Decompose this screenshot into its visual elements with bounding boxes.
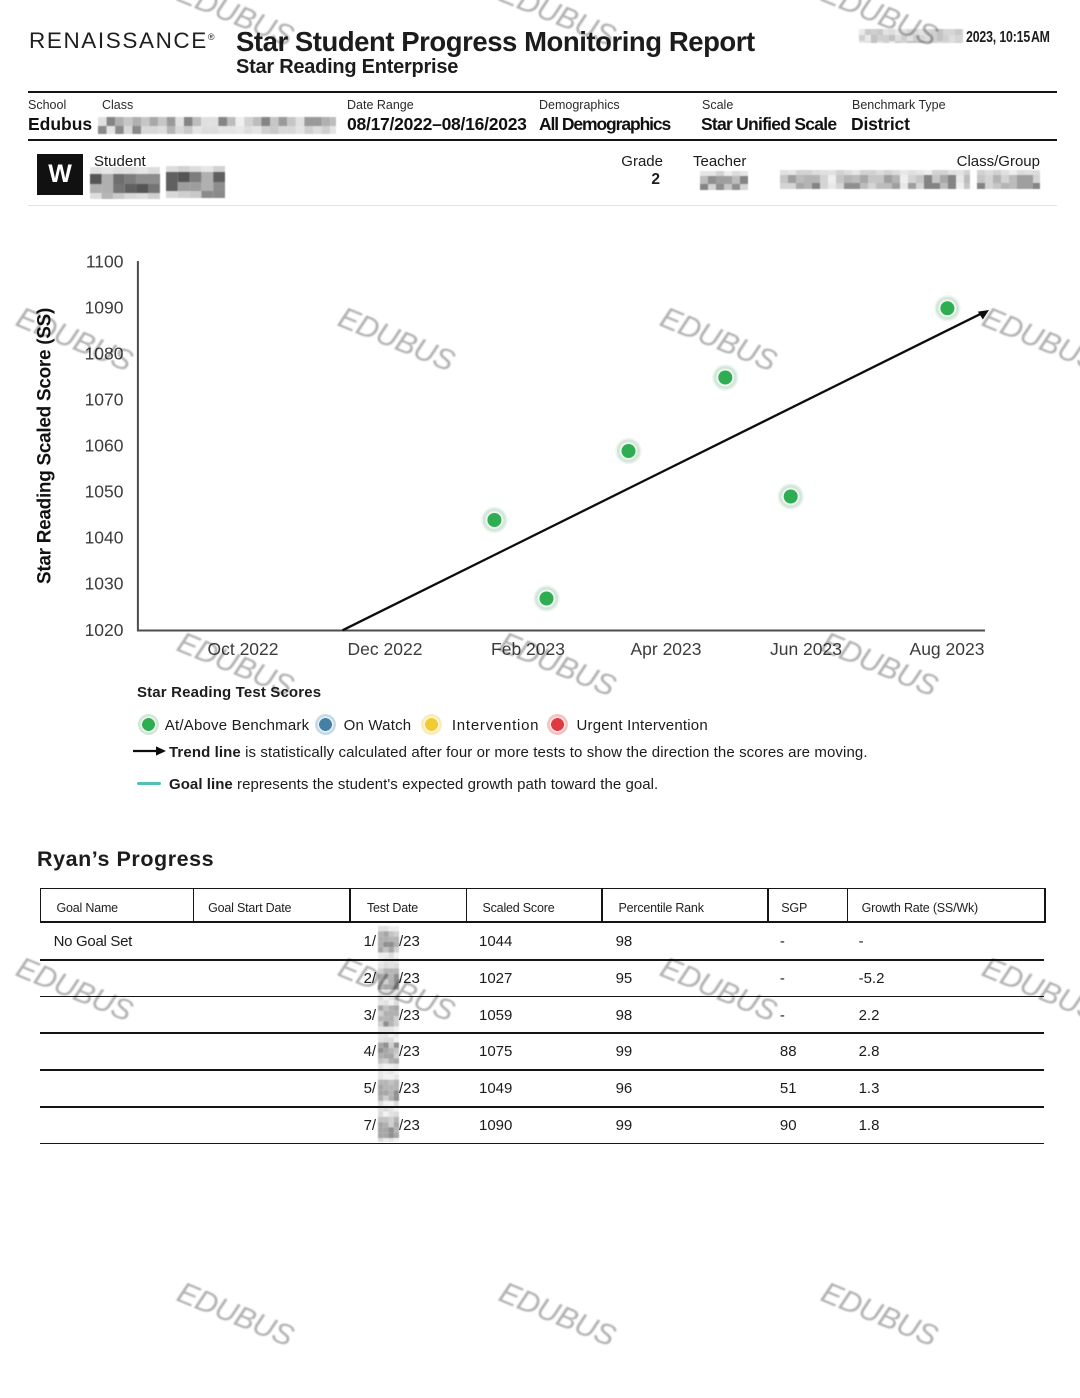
svg-text:1030: 1030: [85, 574, 124, 594]
svg-text:1040: 1040: [85, 528, 124, 548]
svg-text:Star Reading Scaled Score (SS): Star Reading Scaled Score (SS): [35, 308, 56, 584]
svg-text:1070: 1070: [85, 390, 124, 410]
svg-text:1050: 1050: [85, 482, 124, 502]
svg-text:Feb 2023: Feb 2023: [491, 639, 565, 659]
svg-text:1090: 1090: [85, 297, 124, 317]
svg-text:Jun 2023: Jun 2023: [770, 639, 842, 659]
svg-text:Apr 2023: Apr 2023: [630, 639, 701, 659]
svg-text:Oct 2022: Oct 2022: [207, 639, 278, 659]
svg-text:Dec 2022: Dec 2022: [348, 639, 423, 659]
svg-text:Aug 2023: Aug 2023: [910, 639, 985, 659]
svg-text:1020: 1020: [85, 620, 124, 640]
svg-text:1060: 1060: [85, 436, 124, 456]
svg-text:1100: 1100: [86, 251, 124, 271]
svg-text:1080: 1080: [85, 343, 124, 363]
